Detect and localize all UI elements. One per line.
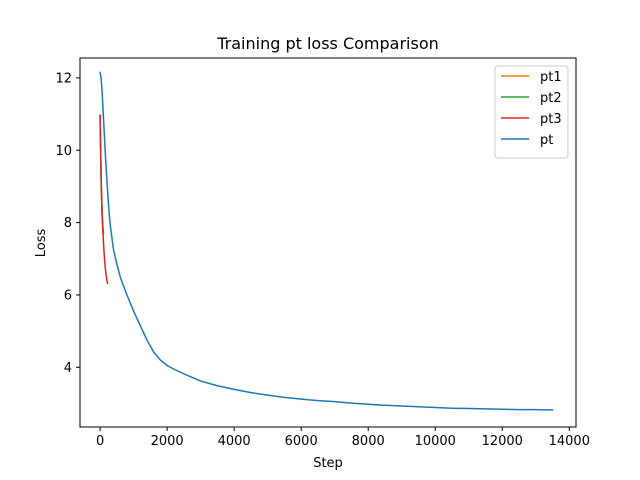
x-tick-label: 2000 <box>151 434 184 449</box>
legend-label-pt1: pt1 <box>540 70 562 85</box>
x-tick-label: 6000 <box>285 434 318 449</box>
chart-title: Training pt loss Comparison <box>216 34 439 53</box>
y-tick-label: 8 <box>64 216 72 231</box>
legend-box <box>494 65 569 159</box>
y-axis-ticks: 4 6 8 10 12 <box>55 71 80 376</box>
x-tick-label: 8000 <box>352 434 385 449</box>
y-tick-label: 12 <box>55 71 72 86</box>
series-line-pt <box>99 71 554 411</box>
plot-frame <box>79 57 577 428</box>
series-line-pt3 <box>99 114 109 285</box>
x-tick-label: 0 <box>96 434 104 449</box>
y-axis-label: Loss <box>34 229 49 258</box>
legend-label-pt: pt <box>540 133 553 148</box>
x-axis-ticks: 0 2000 4000 6000 8000 10000 12000 14000 <box>96 427 590 449</box>
y-tick-label: 6 <box>64 288 72 303</box>
x-axis-label: Step <box>313 456 343 471</box>
plot-lines <box>99 71 554 411</box>
x-tick-label: 4000 <box>218 434 251 449</box>
x-tick-label: 14000 <box>549 434 590 449</box>
legend-label-pt3: pt3 <box>540 112 562 127</box>
legend: pt1 pt2 pt3 pt <box>494 65 569 159</box>
legend-label-pt2: pt2 <box>540 91 562 106</box>
x-tick-label: 10000 <box>415 434 456 449</box>
y-tick-label: 4 <box>64 361 72 376</box>
x-tick-label: 12000 <box>482 434 523 449</box>
y-tick-label: 10 <box>55 144 72 159</box>
